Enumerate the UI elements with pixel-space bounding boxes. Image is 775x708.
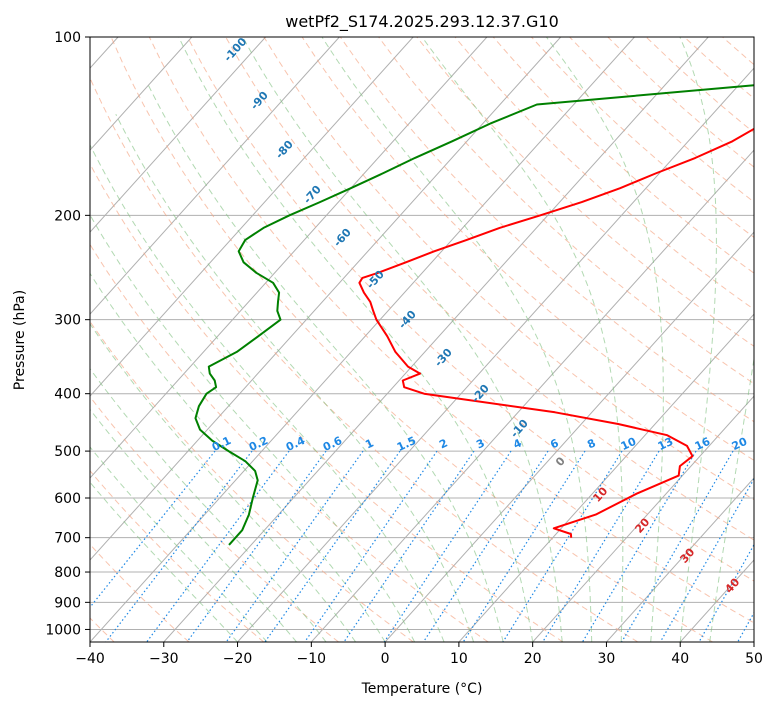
mixing-ratio-line <box>264 450 401 642</box>
x-tick-label: 30 <box>598 651 616 667</box>
moist-adiabat <box>709 356 754 642</box>
isotherm-line <box>458 313 754 642</box>
isotherm-line <box>310 149 754 642</box>
x-tick-label: 20 <box>524 651 542 667</box>
isotherm-line <box>532 395 754 642</box>
isotherm-line <box>237 67 754 642</box>
mixing-ratio-line <box>105 450 253 642</box>
mixing-ratio-line <box>304 450 438 642</box>
isotherm-line <box>384 231 754 642</box>
dewpoint-profile <box>194 84 754 546</box>
y-tick-label: 100 <box>54 30 81 46</box>
moist-adiabat <box>115 113 475 642</box>
dry-adiabat <box>110 37 713 642</box>
moist-adiabat <box>321 37 593 642</box>
plot-background <box>90 37 754 642</box>
x-tick-label: −20 <box>223 651 253 667</box>
moist-adiabat <box>90 143 445 642</box>
y-tick-label: 600 <box>54 491 81 507</box>
mixing-ratio-line <box>502 450 623 642</box>
temperature-profile <box>358 127 754 538</box>
x-tick-label: −30 <box>149 651 179 667</box>
dry-adiabat <box>90 162 564 642</box>
isotherm-line <box>90 37 635 642</box>
isotherm-line <box>90 37 414 397</box>
mixing-ratio-label: 20 <box>730 435 750 453</box>
isotherm-line <box>753 641 754 642</box>
dry-adiabat <box>90 470 265 642</box>
dry-adiabat <box>90 320 414 642</box>
x-tick-label: 0 <box>381 651 390 667</box>
x-tick-label: 50 <box>745 651 763 667</box>
moist-adiabat <box>90 481 238 642</box>
isotherm-line <box>163 37 709 642</box>
isotherm-line <box>606 477 754 642</box>
moist-adiabat <box>679 37 717 642</box>
mixing-ratio-line <box>621 450 734 642</box>
mixing-ratio-line <box>186 450 327 642</box>
y-tick-label: 900 <box>54 595 81 611</box>
x-tick-label: −10 <box>297 651 327 667</box>
y-tick-label: 700 <box>54 531 81 547</box>
dry-adiabat <box>90 395 339 642</box>
dry-adiabat <box>761 37 775 642</box>
mixing-ratio-line <box>659 477 754 642</box>
moist-adiabat <box>178 37 534 642</box>
dry-adiabat <box>90 543 190 642</box>
moist-adiabat <box>90 367 327 642</box>
plot-frame <box>89 36 755 643</box>
mixing-ratio-line <box>90 450 216 609</box>
moist-adiabat <box>242 37 563 642</box>
isotherm-line <box>90 37 562 561</box>
isotherm-line <box>90 37 266 233</box>
moist-adiabat <box>90 213 416 642</box>
moist-adiabat <box>90 408 297 642</box>
dry-adiabat <box>454 37 754 310</box>
isotherm-line <box>90 37 488 479</box>
mixing-ratio-label: 16 <box>693 435 713 453</box>
x-tick-label: 40 <box>671 651 689 667</box>
y-axis-label: Pressure (hPa) <box>12 290 28 390</box>
y-tick-label: 400 <box>54 387 81 403</box>
mixing-ratio-line <box>462 450 586 642</box>
chart-title: wetPf2_S174.2025.293.12.37.G10 <box>285 12 559 32</box>
moist-adiabat <box>90 272 386 642</box>
mixing-ratio-label: 10 <box>619 435 639 453</box>
mixing-ratio-line <box>542 450 660 642</box>
dry-adiabat <box>148 37 754 624</box>
dry-adiabat <box>416 37 754 347</box>
moist-adiabat <box>545 37 664 642</box>
moist-adiabat <box>147 83 504 642</box>
moist-adiabat <box>421 37 624 642</box>
isotherm-line <box>90 37 193 151</box>
y-tick-label: 200 <box>54 208 81 224</box>
mixing-ratio-label: 25 <box>767 435 775 453</box>
y-tick-label: 500 <box>54 444 81 460</box>
x-tick-label: 10 <box>450 651 468 667</box>
dry-adiabat <box>90 243 489 642</box>
isotherm-line <box>90 37 340 315</box>
y-tick-label: 1000 <box>45 622 81 638</box>
x-axis-label: Temperature (°C) <box>361 681 483 697</box>
y-tick-label: 800 <box>54 565 81 581</box>
y-tick-label: 300 <box>54 313 81 329</box>
dry-adiabat <box>378 37 754 385</box>
mixing-ratio-label: 13 <box>656 435 675 453</box>
mixing-ratio-line <box>581 450 697 642</box>
mixing-ratio-line <box>225 450 364 642</box>
mixing-ratio-line <box>343 450 475 642</box>
moist-adiabat <box>90 323 357 642</box>
x-tick-label: −40 <box>75 651 105 667</box>
